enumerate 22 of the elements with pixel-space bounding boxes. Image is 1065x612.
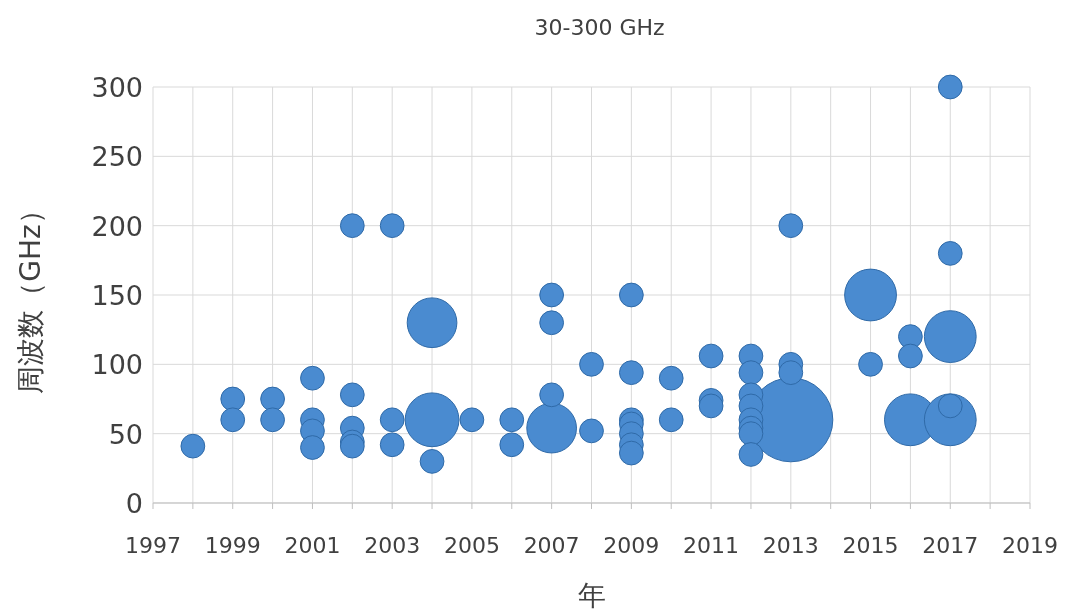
y-tick-label: 0: [125, 488, 143, 519]
x-axis-title: 年: [577, 579, 606, 612]
y-tick-label: 300: [91, 72, 143, 103]
x-tick-label: 1999: [204, 533, 261, 558]
y-tick-label: 200: [91, 210, 143, 242]
x-tick-label: 2007: [523, 533, 580, 558]
x-tick-label: 2019: [1002, 533, 1058, 558]
x-tick-label: 2001: [284, 533, 341, 558]
x-tick-label: 2003: [364, 533, 421, 558]
y-tick-label: 250: [91, 141, 143, 173]
x-tick-label: 2015: [842, 533, 899, 558]
y-tick-label: 150: [91, 280, 143, 311]
y-tick-label: 100: [91, 349, 143, 381]
y-tick-label: 50: [108, 418, 143, 450]
x-tick-label: 2009: [603, 533, 660, 558]
x-tick-label: 2005: [443, 533, 500, 558]
chart-title: 30-300 GHz: [534, 15, 665, 40]
x-tick-label: 2011: [683, 533, 740, 558]
x-tick-label: 1997: [125, 533, 181, 558]
y-axis-title: 周波数（GHz）: [14, 196, 47, 394]
x-tick-label: 2017: [922, 533, 979, 558]
x-tick-label: 2013: [762, 533, 819, 558]
